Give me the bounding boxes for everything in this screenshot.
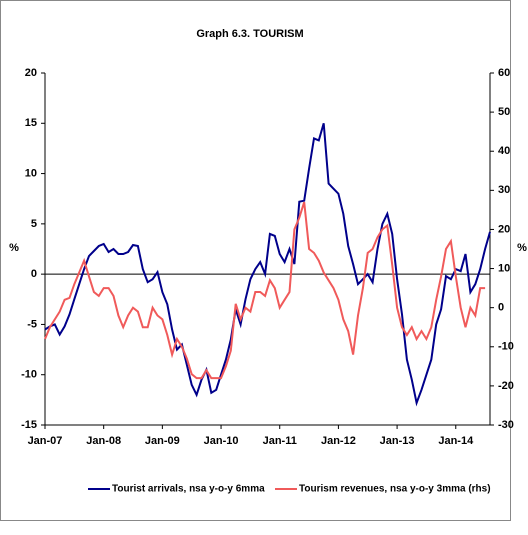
- y2-tick-label: 50: [498, 106, 510, 118]
- y2-tick-label: 10: [498, 262, 510, 274]
- y2-tick-label: 40: [498, 145, 510, 157]
- y2-tick-label: -10: [498, 341, 514, 353]
- y-tick-label: -10: [21, 369, 37, 381]
- legend-label: Tourism revenues, nsa y-o-y 3mma (rhs): [299, 484, 491, 495]
- x-tick-label: Jan-11: [263, 435, 297, 447]
- x-tick-label: Jan-09: [145, 435, 180, 447]
- y-tick-label: 15: [25, 117, 37, 129]
- y-tick-label: 0: [31, 268, 37, 280]
- y2-tick-label: 0: [498, 302, 504, 314]
- x-tick-label: Jan-12: [321, 435, 356, 447]
- y-tick-label: 20: [25, 67, 37, 79]
- x-tick-label: Jan-07: [28, 435, 63, 447]
- y2-tick-label: 60: [498, 67, 510, 79]
- y2-tick-label: 30: [498, 184, 510, 196]
- series-line: [44, 123, 491, 407]
- x-tick-label: Jan-14: [438, 435, 474, 447]
- chart-frame: [0, 0, 511, 521]
- y-tick-label: -15: [21, 419, 37, 431]
- x-tick-label: Jan-10: [204, 435, 239, 447]
- chart-title: Graph 6.3. TOURISM: [196, 28, 303, 40]
- y-tick-label: 10: [25, 167, 37, 179]
- y-tick-label: -5: [27, 318, 37, 330]
- legend-label: Tourist arrivals, nsa y-o-y 6mma: [112, 484, 265, 495]
- y2-axis-label: %: [517, 242, 527, 254]
- y2-tick-label: -20: [498, 380, 514, 392]
- x-tick-label: Jan-08: [86, 435, 121, 447]
- y2-tick-label: 20: [498, 223, 510, 235]
- y2-tick-label: -30: [498, 419, 514, 431]
- x-tick-label: Jan-13: [380, 435, 415, 447]
- y-axis-label: %: [9, 242, 19, 254]
- y-tick-label: 5: [31, 218, 37, 230]
- series-line: [44, 201, 486, 380]
